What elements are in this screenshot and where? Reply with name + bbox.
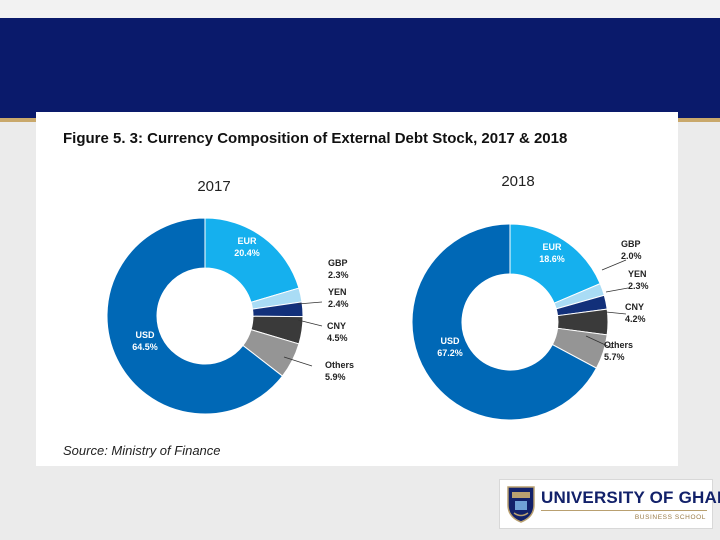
- donut-charts: 2017 EUR 20.4% GBP 2.3% YEN 2.4% CNY 4.5% Others 5…: [106, 173, 649, 421]
- source-note: Source: Ministry of Finance: [63, 443, 221, 458]
- chart-title-2017: 2017: [197, 178, 230, 195]
- data-label-others-2018: Others 5.7%: [604, 340, 633, 362]
- slide-banner: [0, 18, 720, 122]
- leader-line-yen: [605, 287, 629, 293]
- data-label-cny-2017: CNY 4.5%: [327, 321, 348, 343]
- slice-eur-2017: [204, 217, 300, 303]
- logo-divider: [541, 510, 707, 511]
- chart-title-2018: 2018: [501, 173, 534, 190]
- logo-subtitle: BUSINESS SCHOOL: [634, 514, 706, 521]
- leader-line-others: [585, 335, 613, 349]
- logo-name: UNIVERSITY OF GHANA: [541, 488, 720, 507]
- data-label-others-2017: Others 5.9%: [325, 360, 354, 382]
- leader-line-yen: [297, 301, 323, 305]
- data-label-usd-2017: USD 64.5%: [132, 330, 158, 352]
- donut-chart-2018: 2018 EUR 18.6% GBP 2.0% YEN 2.3% CNY 4.2% Others 5…: [411, 173, 649, 421]
- data-label-yen-2018: YEN 2.3%: [628, 269, 649, 291]
- data-label-eur-2018: EUR 18.6%: [539, 242, 565, 264]
- data-label-gbp-2018: GBP 2.0%: [621, 239, 642, 261]
- leader-line-gbp: [601, 259, 627, 271]
- leader-line-others: [283, 356, 313, 367]
- data-label-gbp-2017: GBP 2.3%: [328, 258, 349, 280]
- slice-usd-2017: [106, 217, 284, 415]
- data-label-eur-2017: EUR 20.4%: [234, 236, 260, 258]
- slice-usd-2018: [411, 223, 598, 421]
- crest-icon: [507, 486, 535, 523]
- leader-line-cny: [605, 311, 627, 315]
- top-strip: [0, 0, 720, 18]
- data-label-usd-2018: USD 67.2%: [437, 336, 463, 358]
- leader-line-cny: [297, 319, 323, 327]
- university-logo: UNIVERSITY OF GHANA BUSINESS SCHOOL: [499, 479, 720, 529]
- figure-title: Figure 5. 3: Currency Composition of Ext…: [63, 130, 568, 147]
- donut-chart-2017: 2017 EUR 20.4% GBP 2.3% YEN 2.4% CNY 4.5% Others 5…: [106, 178, 354, 415]
- data-label-cny-2018: CNY 4.2%: [625, 302, 646, 324]
- data-label-yen-2017: YEN 2.4%: [328, 287, 349, 309]
- figure-card: Figure 5. 3: Currency Composition of Ext…: [36, 112, 678, 466]
